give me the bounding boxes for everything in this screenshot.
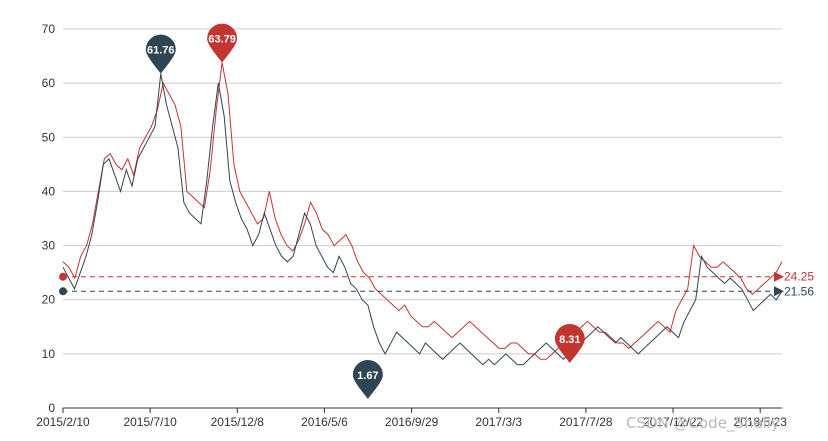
avg-a-start-dot (59, 272, 67, 281)
watermark-text: CSDN @Code_Shelly (626, 414, 780, 433)
x-tick-label: 2015/2/10 (36, 415, 90, 429)
series-line-series_a (62, 62, 783, 360)
avg-a-end-arrow (774, 271, 784, 282)
x-tick-label: 2018/5/23 (734, 415, 788, 429)
y-tick-label: 10 (42, 347, 56, 361)
min-a-pin (554, 324, 585, 364)
avg-b-value-label: 21.56 (784, 284, 814, 298)
x-axis: 2015/2/10 2015/7/10 2015/12/8 2016/5/6 2016/… (36, 408, 787, 429)
min-b-pin-label: 1.67 (357, 370, 378, 382)
avg-b-start-dot (59, 287, 67, 296)
min-b-pin (352, 359, 383, 399)
x-tick-label: 2017/12/22 (643, 415, 703, 429)
series-line-series_b (62, 73, 783, 366)
x-tick-label: 2016/9/29 (385, 415, 439, 429)
x-tick-label: 2017/7/28 (559, 415, 613, 429)
x-tick-label: 2015/7/10 (123, 415, 177, 429)
extreme-value-pins: 63.79 61.76 8.31 1.67 (145, 23, 585, 399)
y-tick-label: 20 (42, 293, 56, 307)
avg-a-value-label: 24.25 (784, 270, 814, 284)
y-tick-label: 50 (42, 130, 56, 144)
avg-b-end-arrow (774, 286, 784, 297)
y-tick-label: 60 (42, 76, 56, 90)
y-tick-label: 70 (42, 22, 56, 36)
x-tick-label: 2016/5/6 (301, 415, 348, 429)
max-b-pin (145, 34, 176, 74)
max-a-pin (207, 23, 238, 63)
x-tick-label: 2015/12/8 (211, 415, 265, 429)
grid-lines (63, 28, 782, 409)
y-tick-label: 40 (42, 184, 56, 198)
max-b-pin-label: 61.76 (147, 45, 175, 57)
series-lines (62, 62, 783, 366)
y-tick-label: 30 (42, 239, 56, 253)
min-a-pin-label: 8.31 (559, 334, 580, 346)
x-tick-label: 2017/3/3 (475, 415, 522, 429)
y-tick-label: 0 (48, 401, 55, 415)
y-axis: 0 10 20 30 40 50 60 70 (42, 22, 56, 415)
max-a-pin-label: 63.79 (208, 34, 236, 46)
